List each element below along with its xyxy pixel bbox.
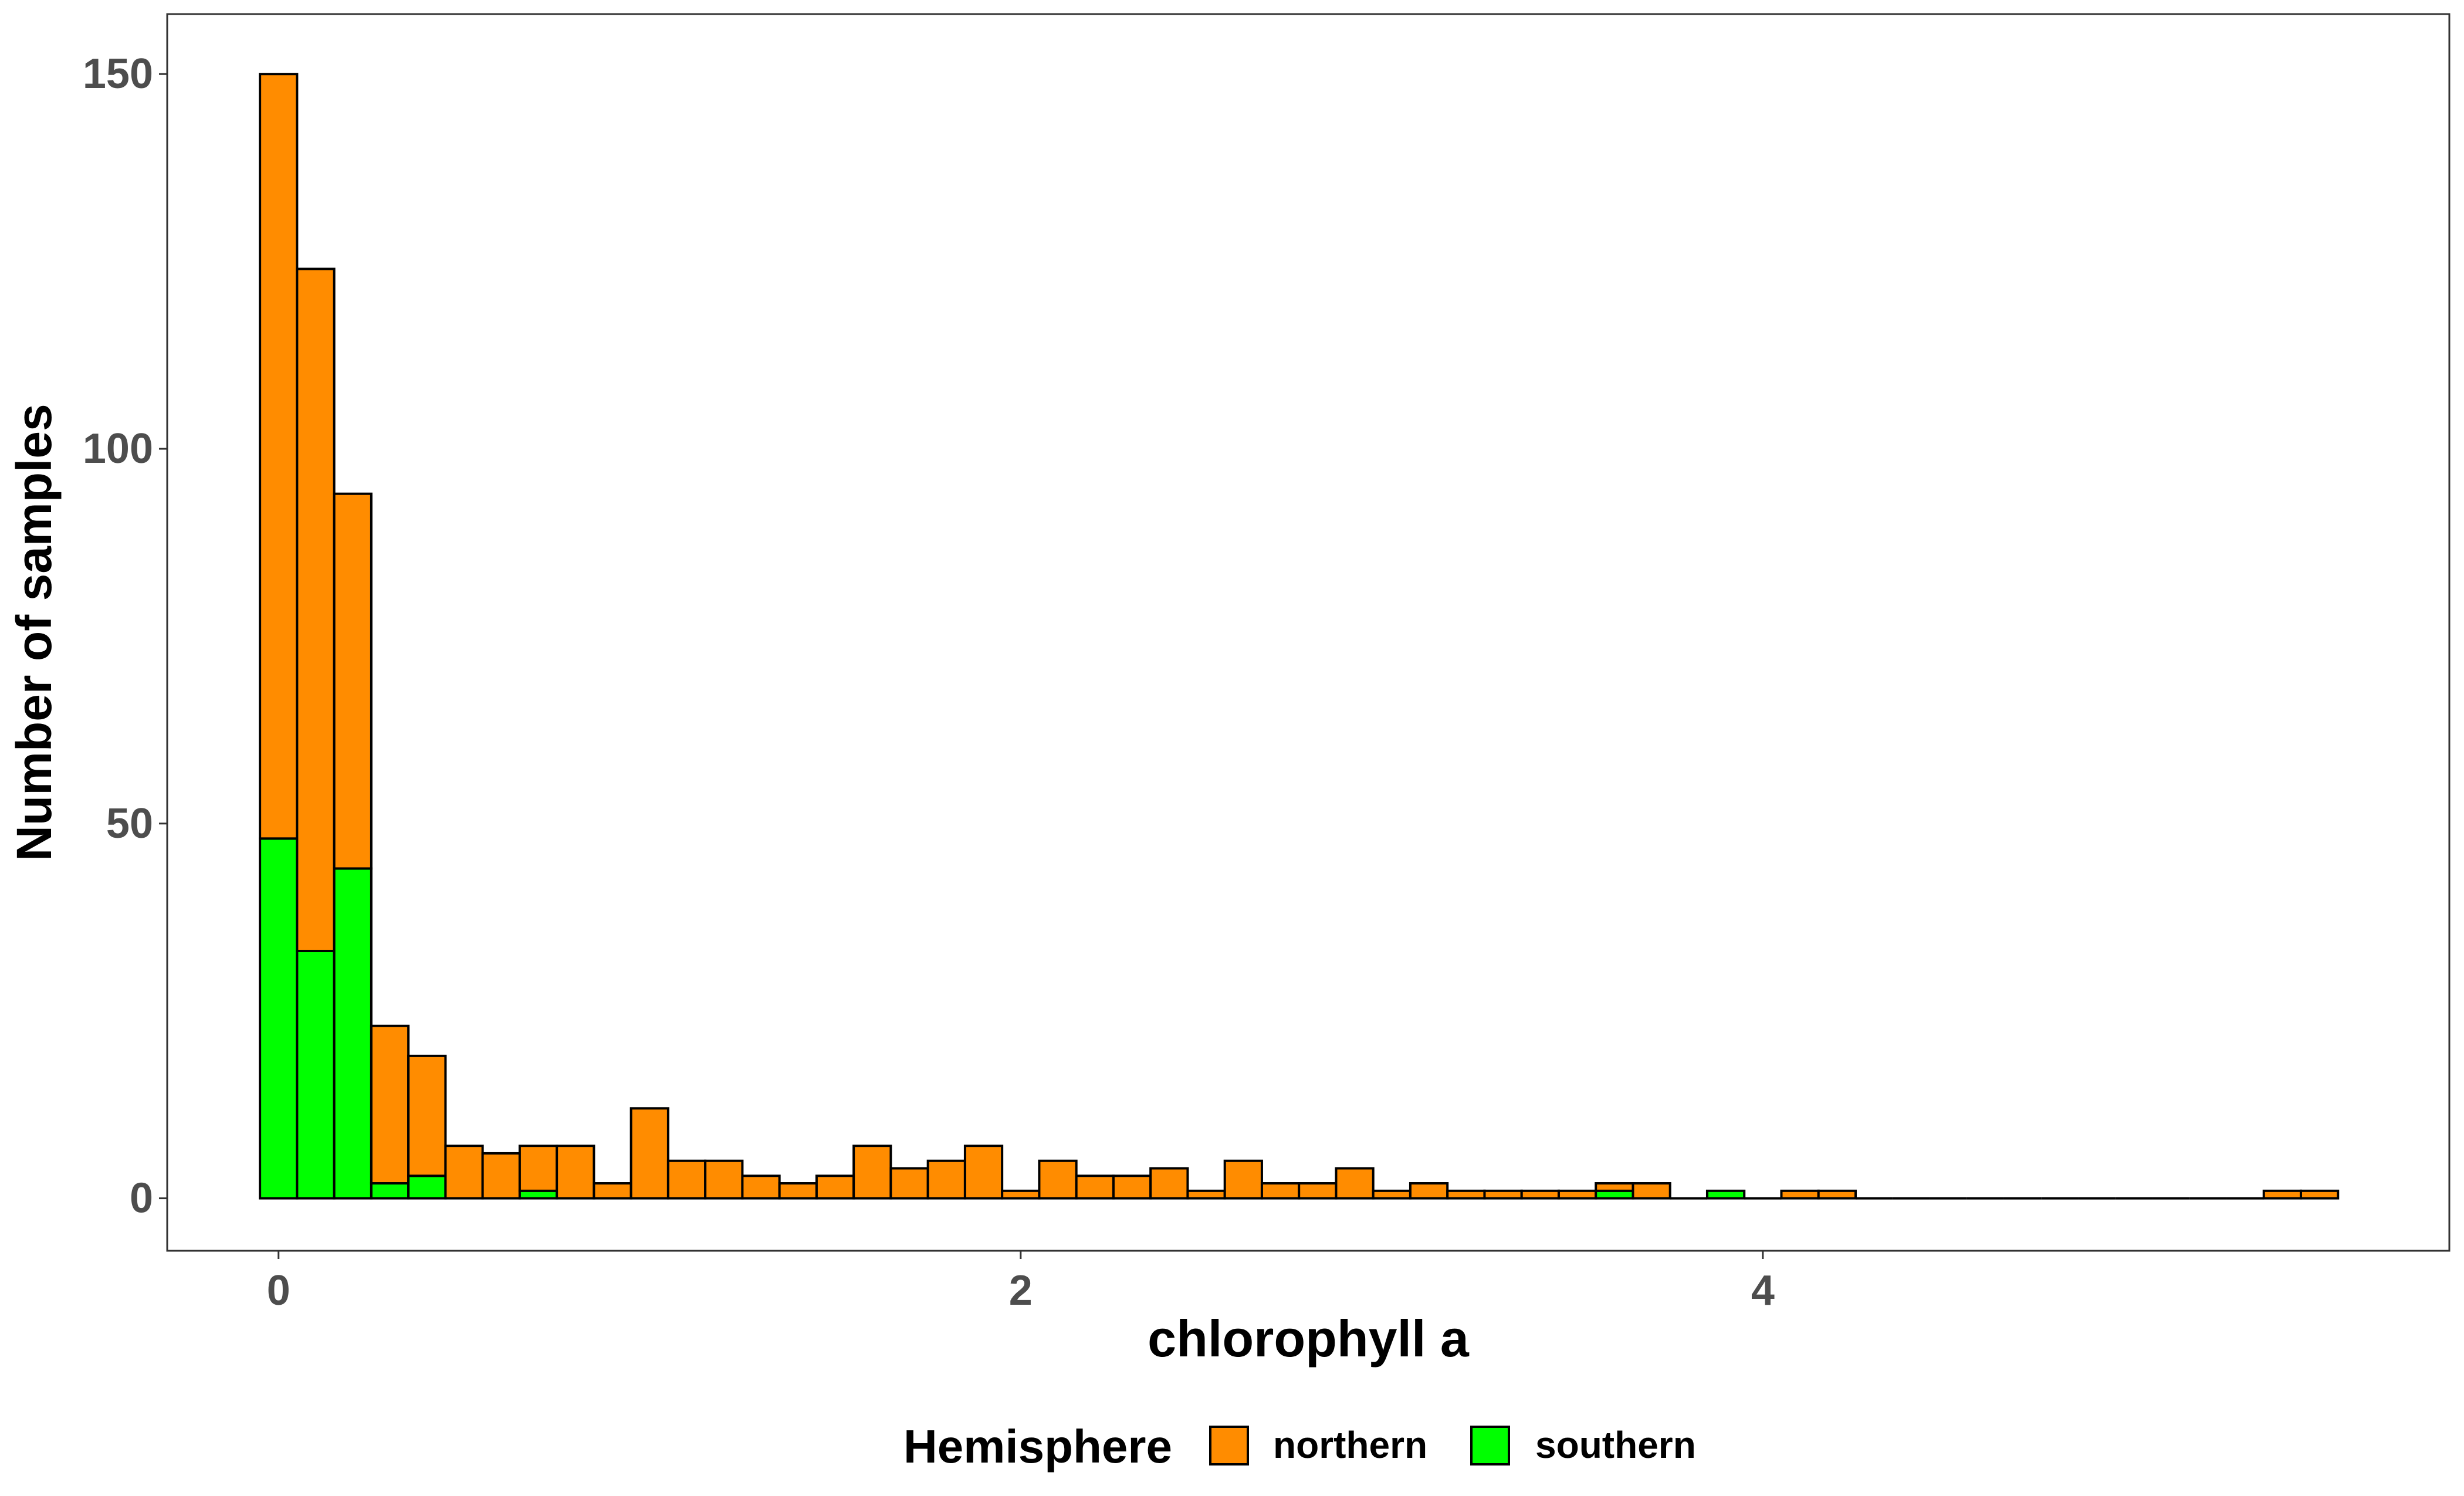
- histogram-bar-northern: [1632, 1182, 1671, 1200]
- histogram-bar-northern: [1557, 1189, 1597, 1200]
- histogram-bar-northern: [741, 1175, 781, 1200]
- y-tick-label: 150: [83, 50, 153, 97]
- legend-key-northern: [1209, 1426, 1249, 1465]
- histogram-bar-northern: [963, 1145, 1004, 1200]
- y-axis-title: Number of samples: [6, 404, 62, 861]
- histogram-bar-northern: [1446, 1189, 1486, 1200]
- histogram-bar-northern: [2262, 1189, 2302, 1200]
- histogram-bar-southern: [407, 1175, 447, 1200]
- histogram-bar-northern: [704, 1159, 744, 1200]
- histogram-bar-northern: [1260, 1182, 1301, 1200]
- y-axis: 0 50 100 150: [83, 50, 167, 1222]
- x-tick-label: 4: [1751, 1267, 1775, 1314]
- legend-title: Hemisphere: [903, 1420, 1172, 1473]
- plot-panel: [166, 13, 2451, 1252]
- histogram-bar-northern: [1520, 1189, 1560, 1200]
- histogram-bar-northern: [1223, 1159, 1263, 1200]
- histogram-bar-northern: [481, 1152, 521, 1200]
- histogram-bar-northern: [518, 1145, 559, 1192]
- histogram-bar-northern: [370, 1024, 410, 1185]
- histogram-bar-northern: [1780, 1189, 1820, 1200]
- histogram-bar-northern: [1112, 1175, 1152, 1200]
- histogram-bar-northern: [778, 1182, 818, 1200]
- histogram-bar-southern: [1705, 1189, 1746, 1200]
- histogram-bar-northern: [629, 1107, 669, 1200]
- histogram-bar-northern: [2299, 1189, 2340, 1200]
- histogram-bar-northern: [593, 1182, 632, 1200]
- histogram-bar-northern: [1595, 1182, 1634, 1192]
- y-tick-label: 50: [106, 800, 153, 847]
- histogram-bar-northern: [1298, 1182, 1338, 1200]
- y-tick-label: 0: [130, 1175, 153, 1222]
- histogram-bar-southern: [370, 1182, 410, 1200]
- histogram-bar-northern: [1075, 1175, 1115, 1200]
- histogram-bar-northern: [852, 1145, 892, 1200]
- histogram-bar-northern: [444, 1145, 484, 1200]
- histogram-bar-northern: [333, 492, 373, 870]
- histogram-bar-southern: [333, 867, 373, 1200]
- x-axis-title: chlorophyll a: [1148, 1309, 1470, 1368]
- x-tick-label: 2: [1009, 1267, 1033, 1314]
- histogram-bar-northern: [1038, 1159, 1078, 1200]
- histogram-bar-southern: [296, 949, 336, 1200]
- legend-label-northern: northern: [1273, 1424, 1427, 1466]
- histogram-bar-northern: [1335, 1167, 1375, 1200]
- legend-label-southern: southern: [1535, 1424, 1696, 1466]
- histogram-bar-northern: [889, 1167, 929, 1200]
- legend: Hemisphere northern southern: [903, 1420, 1696, 1473]
- histogram-bar-northern: [1001, 1189, 1041, 1200]
- x-axis: 0 2 4: [267, 1251, 1775, 1314]
- histogram-bar-northern: [1186, 1189, 1226, 1200]
- histogram-bar-northern: [1483, 1189, 1523, 1200]
- histogram-bar-northern: [1817, 1189, 1857, 1200]
- histogram-bar-northern: [926, 1159, 966, 1200]
- histogram-bar-northern: [556, 1145, 595, 1200]
- histogram-bar-northern: [296, 268, 336, 952]
- histogram-bar-northern: [815, 1175, 855, 1200]
- histogram-bar-northern: [407, 1054, 447, 1177]
- histogram-bar-northern: [666, 1159, 707, 1200]
- bars-group: [259, 73, 2340, 1200]
- histogram-bar-northern: [1372, 1189, 1412, 1200]
- histogram-bar-southern: [259, 837, 299, 1200]
- x-tick-label: 0: [267, 1267, 290, 1314]
- legend-key-southern: [1470, 1426, 1510, 1465]
- histogram-bar-northern: [1409, 1182, 1449, 1200]
- histogram-bar-northern: [1149, 1167, 1189, 1200]
- histogram-bar-northern: [259, 73, 299, 840]
- y-tick-label: 100: [83, 425, 153, 472]
